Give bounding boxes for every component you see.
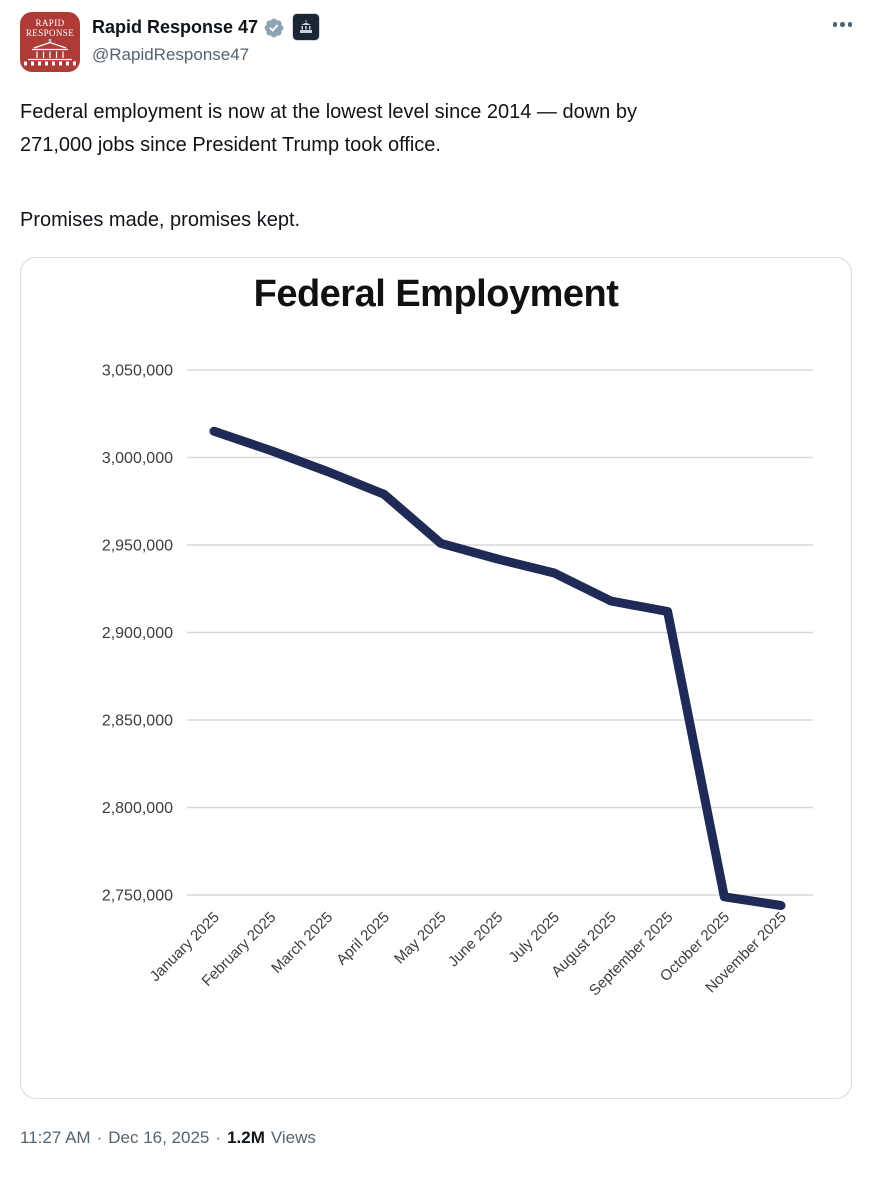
y-tick-label: 2,950,000 bbox=[102, 538, 173, 555]
data-line bbox=[209, 426, 786, 910]
white-house-illustration-icon bbox=[24, 39, 76, 66]
x-tick-label: July 2025 bbox=[506, 909, 563, 966]
x-tick-label: April 2025 bbox=[333, 909, 393, 969]
avatar[interactable]: RAPID RESPONSE bbox=[20, 12, 80, 72]
affiliation-badge-icon[interactable] bbox=[292, 13, 321, 41]
post-footer: 11:27 AM · Dec 16, 2025 · 1.2M Views bbox=[20, 1127, 856, 1149]
header-text: Rapid Response 47 bbox=[92, 12, 321, 67]
views-label: Views bbox=[270, 1128, 316, 1147]
y-tick-label: 2,900,000 bbox=[102, 625, 173, 642]
tweet-text: Federal employment is now at the lowest … bbox=[20, 96, 856, 237]
x-tick-label: March 2025 bbox=[268, 909, 336, 977]
chart-title: Federal Employment bbox=[253, 273, 619, 315]
chart-svg: 3,050,000 3,000,000 2,950,000 2,900,000 2,85… bbox=[102, 363, 813, 999]
y-tick-label: 3,000,000 bbox=[102, 450, 173, 467]
y-tick-label: 2,850,000 bbox=[102, 713, 173, 730]
tweet-post: RAPID RESPONSE bbox=[0, 12, 876, 1149]
handle[interactable]: @RapidResponse47 bbox=[92, 45, 250, 64]
timestamp[interactable]: 11:27 AM bbox=[20, 1128, 91, 1147]
tweet-paragraph-1: Federal employment is now at the lowest … bbox=[20, 101, 637, 156]
tweet-paragraph-2: Promises made, promises kept. bbox=[20, 209, 301, 231]
separator-dot: · bbox=[215, 1128, 222, 1147]
y-tick-label: 3,050,000 bbox=[102, 363, 173, 380]
chart-image-card[interactable]: Federal Employment 3,050,000 3,000,000 2,9… bbox=[20, 257, 852, 1099]
date[interactable]: Dec 16, 2025 bbox=[108, 1128, 210, 1147]
display-name[interactable]: Rapid Response 47 bbox=[92, 17, 259, 37]
more-menu-icon[interactable] bbox=[829, 18, 857, 31]
verified-badge-icon bbox=[263, 17, 285, 39]
y-tick-label: 2,750,000 bbox=[102, 888, 173, 905]
separator-dot: · bbox=[96, 1128, 103, 1147]
x-tick-label: June 2025 bbox=[445, 909, 507, 971]
x-tick-label: May 2025 bbox=[391, 909, 450, 968]
views-count: 1.2M bbox=[227, 1128, 265, 1147]
y-tick-label: 2,800,000 bbox=[102, 800, 173, 817]
post-header: RAPID RESPONSE bbox=[20, 12, 856, 72]
avatar-text: RAPID RESPONSE bbox=[25, 18, 75, 38]
